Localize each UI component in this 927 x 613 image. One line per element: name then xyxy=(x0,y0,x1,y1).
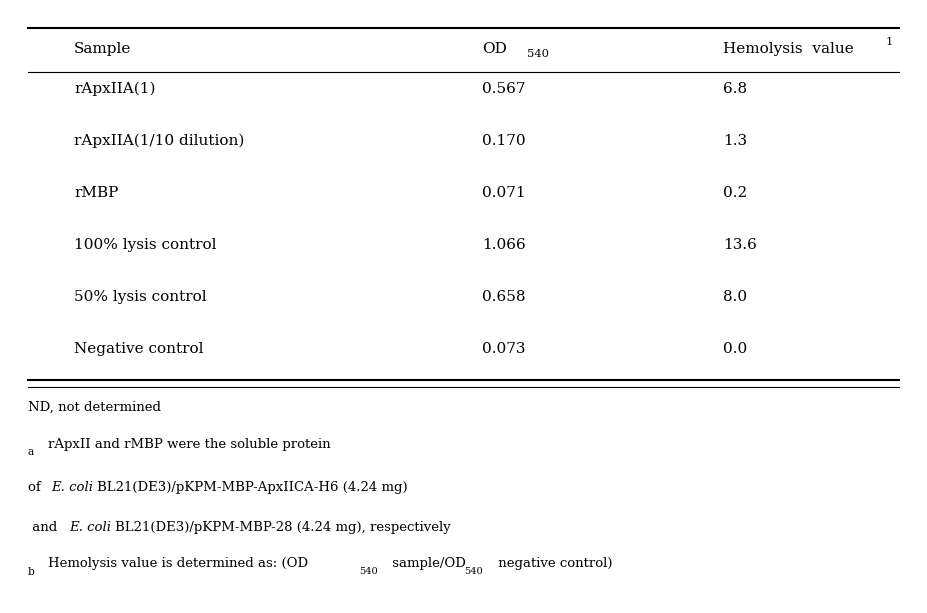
Text: BL21(DE3)/pKPM-MBP-28 (4.24 mg), respectively: BL21(DE3)/pKPM-MBP-28 (4.24 mg), respect… xyxy=(115,520,451,534)
Text: rApxIIA(1/10 dilution): rApxIIA(1/10 dilution) xyxy=(74,134,245,148)
Text: 540: 540 xyxy=(527,49,549,59)
Text: 1.066: 1.066 xyxy=(482,238,526,252)
Text: of: of xyxy=(28,481,44,494)
Text: Hemolysis value is determined as: (OD: Hemolysis value is determined as: (OD xyxy=(48,557,309,571)
Text: 0.658: 0.658 xyxy=(482,291,526,304)
Text: and: and xyxy=(28,520,61,534)
Text: 0.170: 0.170 xyxy=(482,134,526,148)
Text: 6.8: 6.8 xyxy=(723,82,747,96)
Text: 540: 540 xyxy=(359,567,377,576)
Text: E. coli: E. coli xyxy=(70,520,111,534)
Text: 0.2: 0.2 xyxy=(723,186,747,200)
Text: 100% lysis control: 100% lysis control xyxy=(74,238,217,252)
Text: E. coli: E. coli xyxy=(51,481,93,494)
Text: rApxIIA(1): rApxIIA(1) xyxy=(74,82,156,96)
Text: rMBP: rMBP xyxy=(74,186,119,200)
Text: 0.073: 0.073 xyxy=(482,343,526,356)
Text: rApxII and rMBP were the soluble protein: rApxII and rMBP were the soluble protein xyxy=(48,438,331,451)
Text: Hemolysis  value: Hemolysis value xyxy=(723,42,854,56)
Text: 0.071: 0.071 xyxy=(482,186,526,200)
Text: 13.6: 13.6 xyxy=(723,238,757,252)
Text: sample/OD: sample/OD xyxy=(388,557,466,571)
Text: a: a xyxy=(28,447,34,457)
Text: negative control): negative control) xyxy=(494,557,613,571)
Text: 50% lysis control: 50% lysis control xyxy=(74,291,207,304)
Text: 540: 540 xyxy=(464,567,483,576)
Text: 1.3: 1.3 xyxy=(723,134,747,148)
Text: ND, not determined: ND, not determined xyxy=(28,401,160,414)
Text: 8.0: 8.0 xyxy=(723,291,747,304)
Text: b: b xyxy=(28,567,34,577)
Text: OD: OD xyxy=(482,42,507,56)
Text: BL21(DE3)/pKPM-MBP-ApxIICA-H6 (4.24 mg): BL21(DE3)/pKPM-MBP-ApxIICA-H6 (4.24 mg) xyxy=(97,481,408,494)
Text: 0.0: 0.0 xyxy=(723,343,747,356)
Text: 0.567: 0.567 xyxy=(482,82,526,96)
Text: 1: 1 xyxy=(885,37,893,47)
Text: Sample: Sample xyxy=(74,42,132,56)
Text: Negative control: Negative control xyxy=(74,343,204,356)
